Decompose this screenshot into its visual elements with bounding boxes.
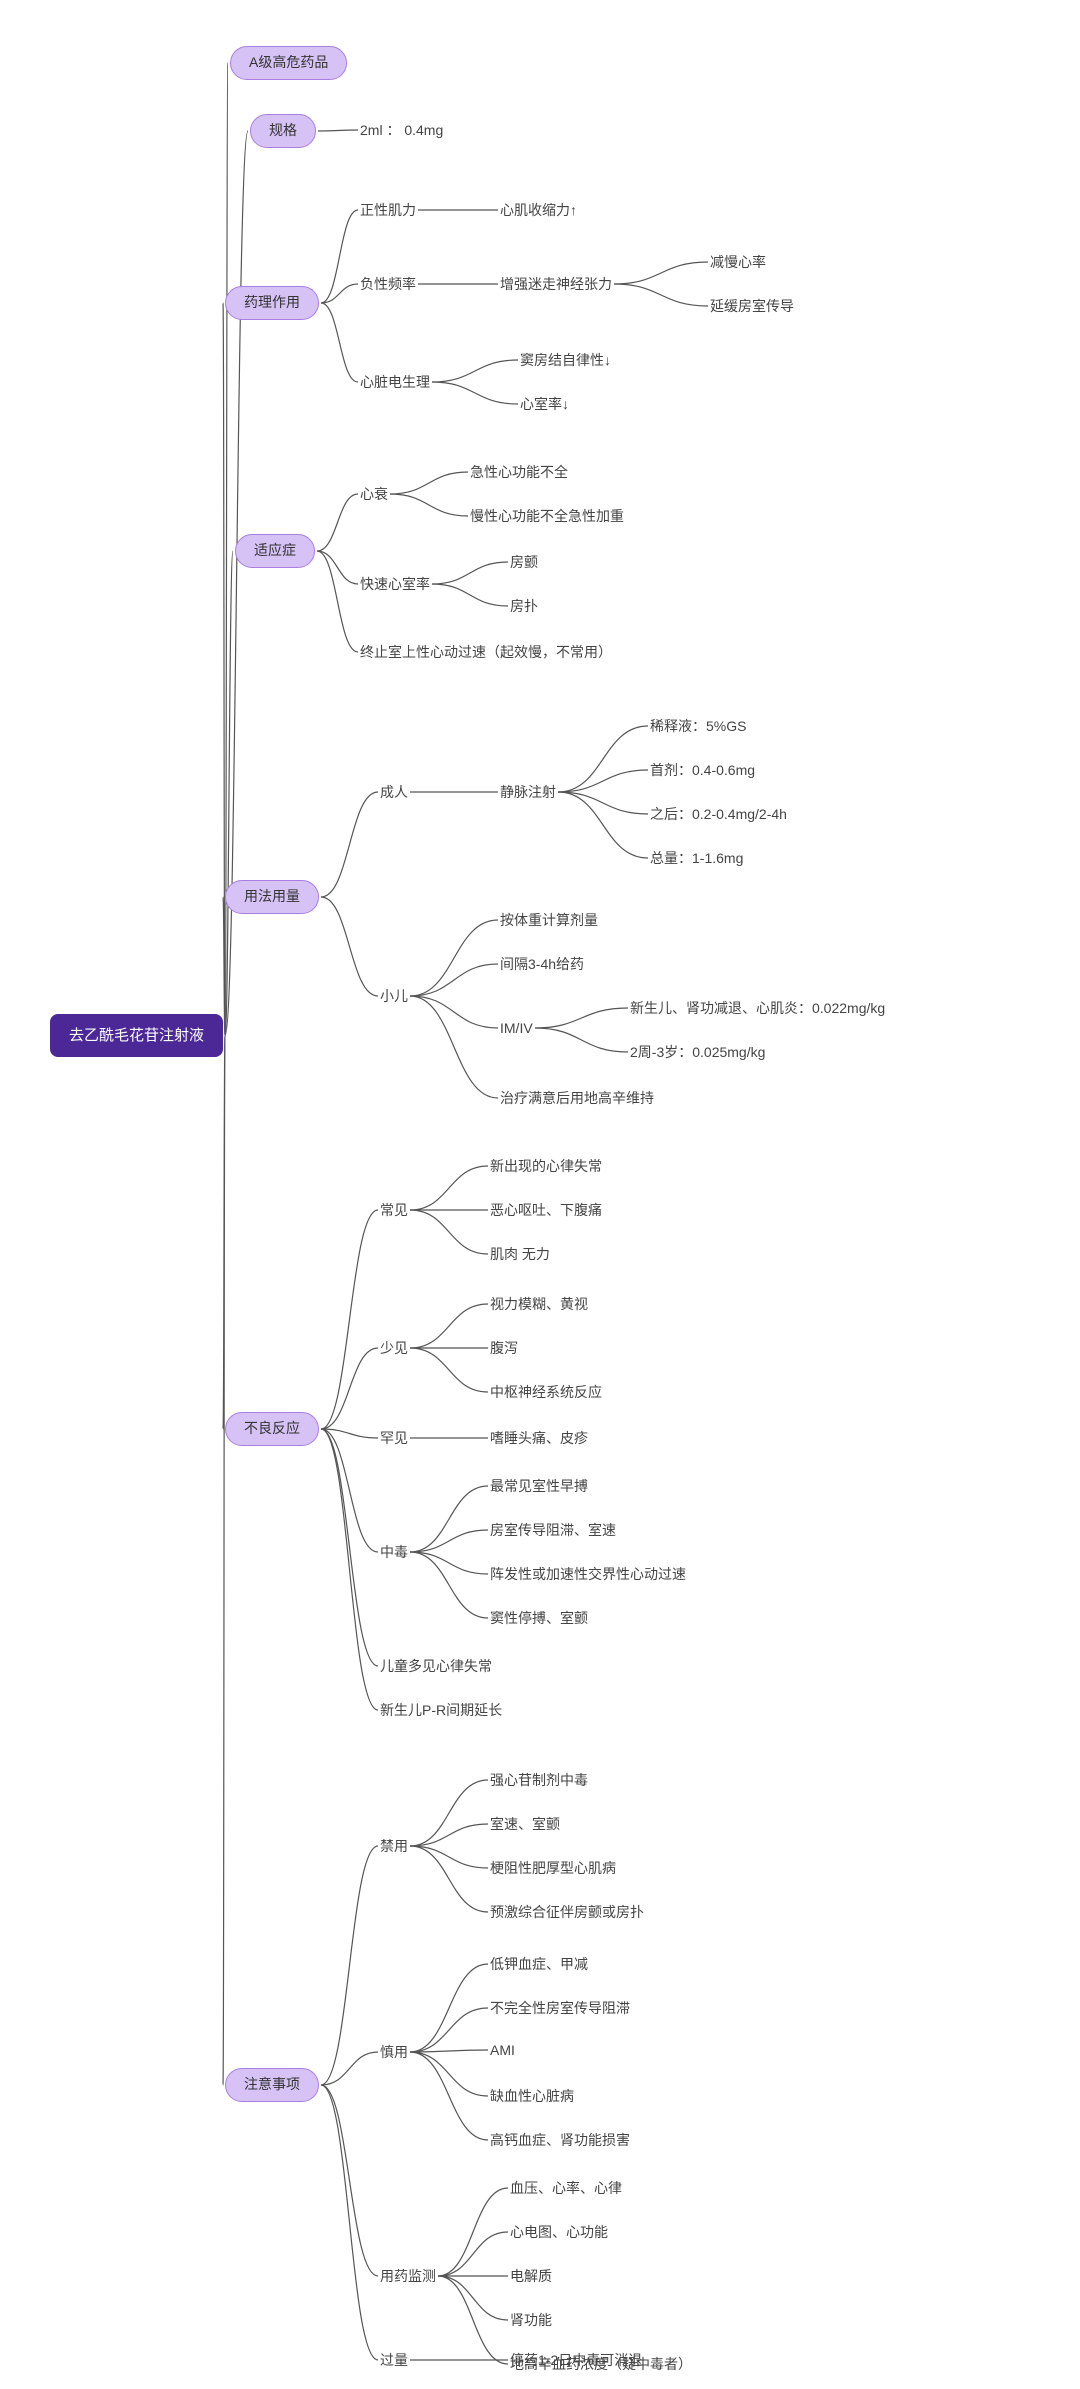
leaf-node: 治疗满意后用地高辛维持 <box>500 1086 654 1110</box>
leaf-node: 高钙血症、肾功能损害 <box>490 2128 630 2152</box>
leaf-node: 窦房结自律性↓ <box>520 348 611 372</box>
leaf-node: 肌肉 无力 <box>490 1242 550 1266</box>
leaf-node: 间隔3-4h给药 <box>500 952 584 976</box>
leaf-node: 血压、心率、心律 <box>510 2176 622 2200</box>
leaf-node: 预激综合征伴房颤或房扑 <box>490 1900 644 1924</box>
leaf-node: 新出现的心律失常 <box>490 1154 602 1178</box>
leaf-node: 2ml ： 0.4mg <box>360 118 443 142</box>
leaf-node: 成人 <box>380 780 408 804</box>
leaf-node: 腹泻 <box>490 1336 518 1360</box>
leaf-node: 禁用 <box>380 1834 408 1858</box>
mindmap-stage: 去乙酰毛花苷注射液 A级高危药品规格 2ml ： 0.4mg 药理作用 正性肌力 心肌收缩… <box>0 0 1080 2389</box>
leaf-node: 慎用 <box>380 2040 408 2064</box>
leaf-node: 快速心室率 <box>360 572 430 596</box>
leaf-node: 强心苷制剂中毒 <box>490 1768 588 1792</box>
leaf-node: IM/IV <box>500 1018 533 1038</box>
leaf-node: 减慢心率 <box>710 250 766 274</box>
leaf-node: 新生儿P-R间期延长 <box>380 1698 502 1722</box>
leaf-node: 终止室上性心动过速（起效慢，不常用） <box>360 640 612 664</box>
leaf-node: 2周-3岁：0.025mg/kg <box>630 1040 765 1064</box>
leaf-node: AMI <box>490 2040 515 2060</box>
branch-node: 药理作用 <box>225 286 319 320</box>
leaf-node: 嗜睡头痛、皮疹 <box>490 1426 588 1450</box>
branch-node: 不良反应 <box>225 1412 319 1446</box>
leaf-node: 心肌收缩力↑ <box>500 198 577 222</box>
leaf-node: 窦性停搏、室颤 <box>490 1606 588 1630</box>
leaf-node: 房室传导阻滞、室速 <box>490 1518 616 1542</box>
leaf-node: 之后：0.2-0.4mg/2-4h <box>650 802 787 826</box>
leaf-node: 房颤 <box>510 550 538 574</box>
leaf-node: 梗阻性肥厚型心肌病 <box>490 1856 616 1880</box>
leaf-node: 房扑 <box>510 594 538 618</box>
leaf-node: 最常见室性早搏 <box>490 1474 588 1498</box>
leaf-node: 用药监测 <box>380 2264 436 2288</box>
root-node: 去乙酰毛花苷注射液 <box>50 1014 223 1057</box>
leaf-node: 负性频率 <box>360 272 416 296</box>
leaf-node: 心衰 <box>360 482 388 506</box>
leaf-node: 中枢神经系统反应 <box>490 1380 602 1404</box>
leaf-node: 增强迷走神经张力 <box>500 272 612 296</box>
leaf-node: 停药1-2日中毒可消退 <box>510 2348 642 2372</box>
leaf-node: 过量 <box>380 2348 408 2372</box>
leaf-node: 延缓房室传导 <box>710 294 794 318</box>
branch-node: 适应症 <box>235 534 315 568</box>
leaf-node: 缺血性心脏病 <box>490 2084 574 2108</box>
leaf-node: 电解质 <box>510 2264 552 2288</box>
leaf-node: 心脏电生理 <box>360 370 430 394</box>
leaf-node: 急性心功能不全 <box>470 460 568 484</box>
leaf-node: 心电图、心功能 <box>510 2220 608 2244</box>
leaf-node: 视力模糊、黄视 <box>490 1292 588 1316</box>
leaf-node: 阵发性或加速性交界性心动过速 <box>490 1562 686 1586</box>
leaf-node: 儿童多见心律失常 <box>380 1654 492 1678</box>
leaf-node: 罕见 <box>380 1426 408 1450</box>
leaf-node: 心室率↓ <box>520 392 569 416</box>
leaf-node: 恶心呕吐、下腹痛 <box>490 1198 602 1222</box>
leaf-node: 肾功能 <box>510 2308 552 2332</box>
leaf-node: 静脉注射 <box>500 780 556 804</box>
leaf-node: 稀释液：5%GS <box>650 714 746 738</box>
leaf-node: 按体重计算剂量 <box>500 908 598 932</box>
leaf-node: 总量：1-1.6mg <box>650 846 743 870</box>
leaf-node: 首剂：0.4-0.6mg <box>650 758 755 782</box>
leaf-node: 常见 <box>380 1198 408 1222</box>
leaf-node: 中毒 <box>380 1540 408 1564</box>
leaf-node: 正性肌力 <box>360 198 416 222</box>
branch-node: 注意事项 <box>225 2068 319 2102</box>
branch-node: 用法用量 <box>225 880 319 914</box>
leaf-node: 不完全性房室传导阻滞 <box>490 1996 630 2020</box>
leaf-node: 新生儿、肾功减退、心肌炎：0.022mg/kg <box>630 996 885 1020</box>
leaf-node: 室速、室颤 <box>490 1812 560 1836</box>
leaf-node: 少见 <box>380 1336 408 1360</box>
leaf-node: 小儿 <box>380 984 408 1008</box>
branch-node: 规格 <box>250 114 316 148</box>
leaf-node: 慢性心功能不全急性加重 <box>470 504 624 528</box>
branch-node: A级高危药品 <box>230 46 347 80</box>
leaf-node: 低钾血症、甲减 <box>490 1952 588 1976</box>
